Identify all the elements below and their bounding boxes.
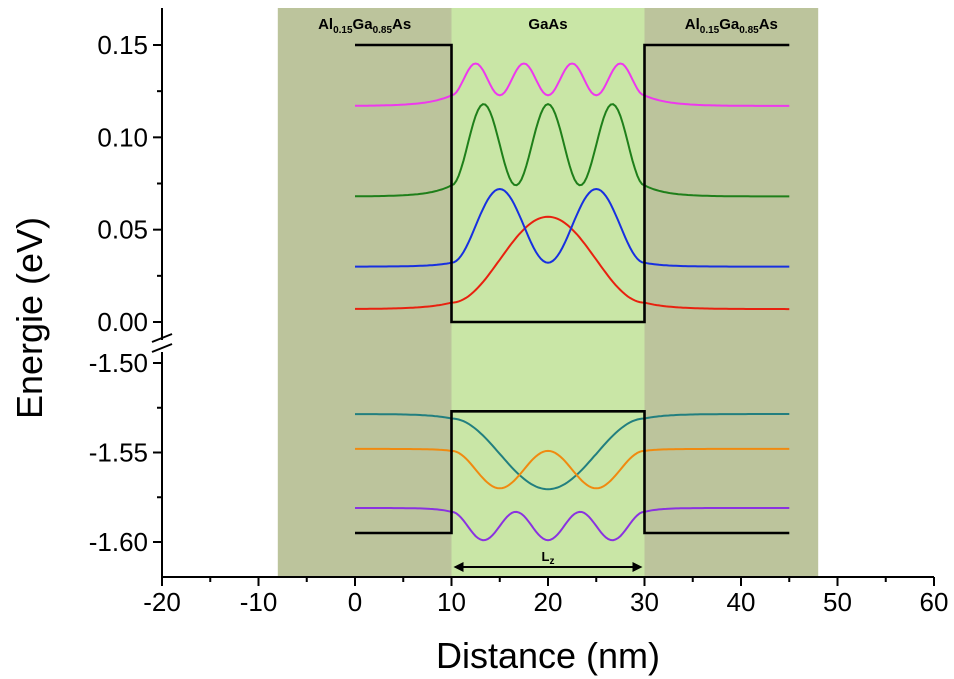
- y-tick-label: 0.10: [97, 122, 148, 152]
- region-label-part: Ga: [719, 16, 740, 33]
- series-line-H3: [355, 507, 790, 542]
- valence-band-potential: [355, 410, 790, 535]
- region-well-1: [451, 8, 645, 577]
- lz-arrowhead-left: [453, 562, 464, 572]
- region-barrier-0: [277, 8, 452, 577]
- series-line-E1: [355, 215, 790, 311]
- x-tick-label: 40: [727, 587, 756, 617]
- x-tick-label: 60: [920, 587, 949, 617]
- region-label-1: GaAs: [528, 16, 567, 33]
- x-axis-title: Distance (nm): [436, 635, 660, 676]
- lz-label-sub: z: [549, 556, 554, 567]
- series-line-H1: [355, 413, 790, 491]
- y-tick-label: -1.55: [89, 438, 148, 468]
- region-label-part: Ga: [353, 16, 374, 33]
- region-label-part: GaAs: [528, 16, 567, 33]
- region-label-part: As: [392, 16, 411, 33]
- y-tick-label: 0.00: [97, 307, 148, 337]
- y-tick-label: -1.50: [89, 348, 148, 378]
- x-tick-label: -10: [240, 587, 278, 617]
- series-line-H2: [355, 447, 790, 490]
- region-label-0: Al0.15Ga0.85As: [318, 16, 411, 36]
- y-axis-title: Energie (eV): [9, 217, 50, 419]
- region-label-part: 0.15: [700, 25, 720, 36]
- x-tick-label: 0: [348, 587, 362, 617]
- region-barrier-2: [644, 8, 819, 577]
- axis-break-mark: [151, 333, 173, 343]
- conduction-band-potential: [355, 43, 790, 324]
- y-tick-label: 0.15: [97, 30, 148, 60]
- x-tick-label: 50: [823, 587, 852, 617]
- region-label-part: Al: [318, 16, 333, 33]
- x-tick-label: 10: [437, 587, 466, 617]
- axes-layer: -20 -10 0 10 20 30 40 50 60 0.00 0.05 0.10 0.15 -1.50…: [89, 8, 949, 617]
- axis-break-mark: [151, 343, 173, 353]
- region-label-part: Al: [685, 16, 700, 33]
- regions-layer: [277, 8, 819, 577]
- lz-label-main: L: [542, 549, 550, 564]
- lz-arrowhead-right: [632, 562, 643, 572]
- y-tick-label: 0.05: [97, 215, 148, 245]
- potential-layer: [355, 43, 790, 535]
- series-line-E2: [355, 187, 790, 268]
- y-tick-label: -1.60: [89, 527, 148, 557]
- region-label-2: Al0.15Ga0.85As: [685, 16, 778, 36]
- series-line-E3: [355, 102, 790, 198]
- x-tick-label: -20: [143, 587, 181, 617]
- x-tick-label: 20: [534, 587, 563, 617]
- region-label-part: 0.15: [333, 25, 353, 36]
- curves-layer: [355, 62, 790, 542]
- lz-label: Lz: [542, 549, 555, 567]
- region-label-part: 0.85: [373, 25, 393, 36]
- region-label-part: 0.85: [739, 25, 759, 36]
- region-label-part: As: [759, 16, 778, 33]
- series-line-E4: [355, 62, 790, 107]
- x-tick-label: 30: [630, 587, 659, 617]
